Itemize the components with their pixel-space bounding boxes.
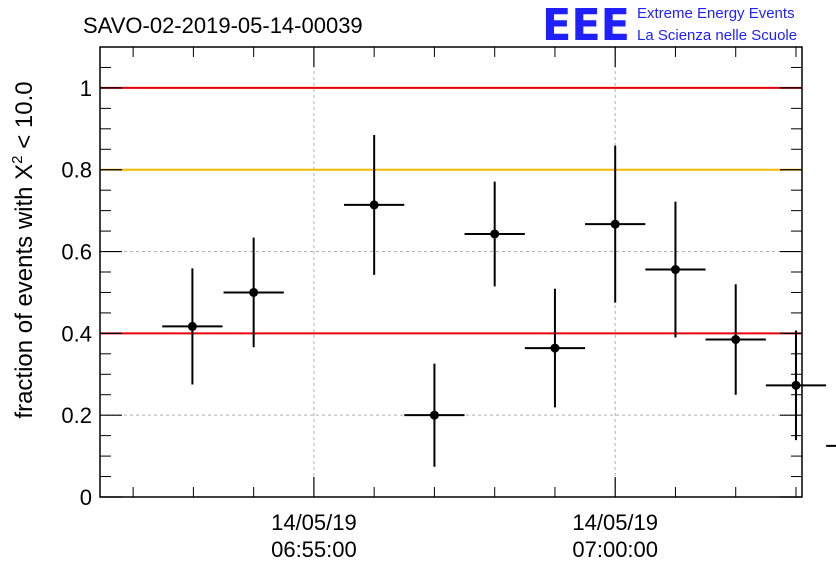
eee-logo-mark: EEE: [542, 0, 630, 51]
y-axis-label-suffix: < 10.0: [11, 81, 38, 155]
data-marker: [550, 343, 560, 353]
data-marker: [490, 229, 500, 239]
grid-lines: [100, 47, 802, 497]
eee-logo-line1: Extreme Energy Events: [637, 5, 795, 22]
data-point: [404, 363, 465, 467]
x-tick-date-label: 14/05/19: [572, 510, 658, 535]
data-point: [705, 284, 766, 395]
data-point: [645, 201, 706, 338]
data-point: [585, 145, 646, 303]
data-marker: [249, 287, 259, 297]
y-tick-label: 0.4: [61, 321, 92, 346]
data-point: [344, 134, 405, 275]
data-point: [826, 444, 836, 447]
data-point: [464, 181, 525, 287]
axis-ticks: [100, 46, 802, 498]
plot-frame: [99, 46, 803, 498]
x-tick-time-label: 06:55:00: [271, 537, 357, 562]
y-tick-label: 0.2: [61, 403, 92, 428]
data-marker: [187, 321, 197, 331]
data-point: [524, 288, 586, 408]
data-marker: [429, 410, 439, 420]
data-marker: [670, 265, 680, 275]
data-marker: [791, 380, 801, 390]
data-marker: [369, 200, 379, 210]
chart-title: SAVO-02-2019-05-14-00039: [83, 13, 363, 38]
reference-lines: [100, 86, 802, 335]
y-tick-label: 0.8: [61, 158, 92, 183]
y-tick-label: 1: [80, 76, 92, 101]
y-axis-label-chi: X: [11, 164, 38, 180]
eee-logo-line2: La Scienza nelle Scuole: [637, 27, 797, 44]
data-point: [162, 268, 223, 385]
y-tick-label: 0.6: [61, 240, 92, 265]
y-tick-label: 0: [80, 485, 92, 510]
y-axis-label-prefix: fraction of events with: [11, 180, 38, 419]
x-tick-date-label: 14/05/19: [271, 510, 357, 535]
data-marker: [610, 219, 620, 229]
eee-logo: EEE Extreme Energy Events La Scienza nel…: [542, 0, 797, 51]
data-marker: [731, 335, 741, 344]
x-tick-time-label: 07:00:00: [572, 537, 658, 562]
data-point: [765, 330, 827, 441]
y-axis-label-sup: 2: [9, 155, 26, 163]
x-tick-labels: 14/05/1906:55:0014/05/1907:00:0014/05/19…: [271, 510, 658, 562]
y-axis-label: fraction of events with X2 < 10.0: [9, 81, 38, 418]
data-points: [162, 134, 836, 467]
data-point: [223, 237, 284, 348]
y-tick-labels: 0 0.2 0.4 0.6 0.8 1: [61, 76, 92, 510]
